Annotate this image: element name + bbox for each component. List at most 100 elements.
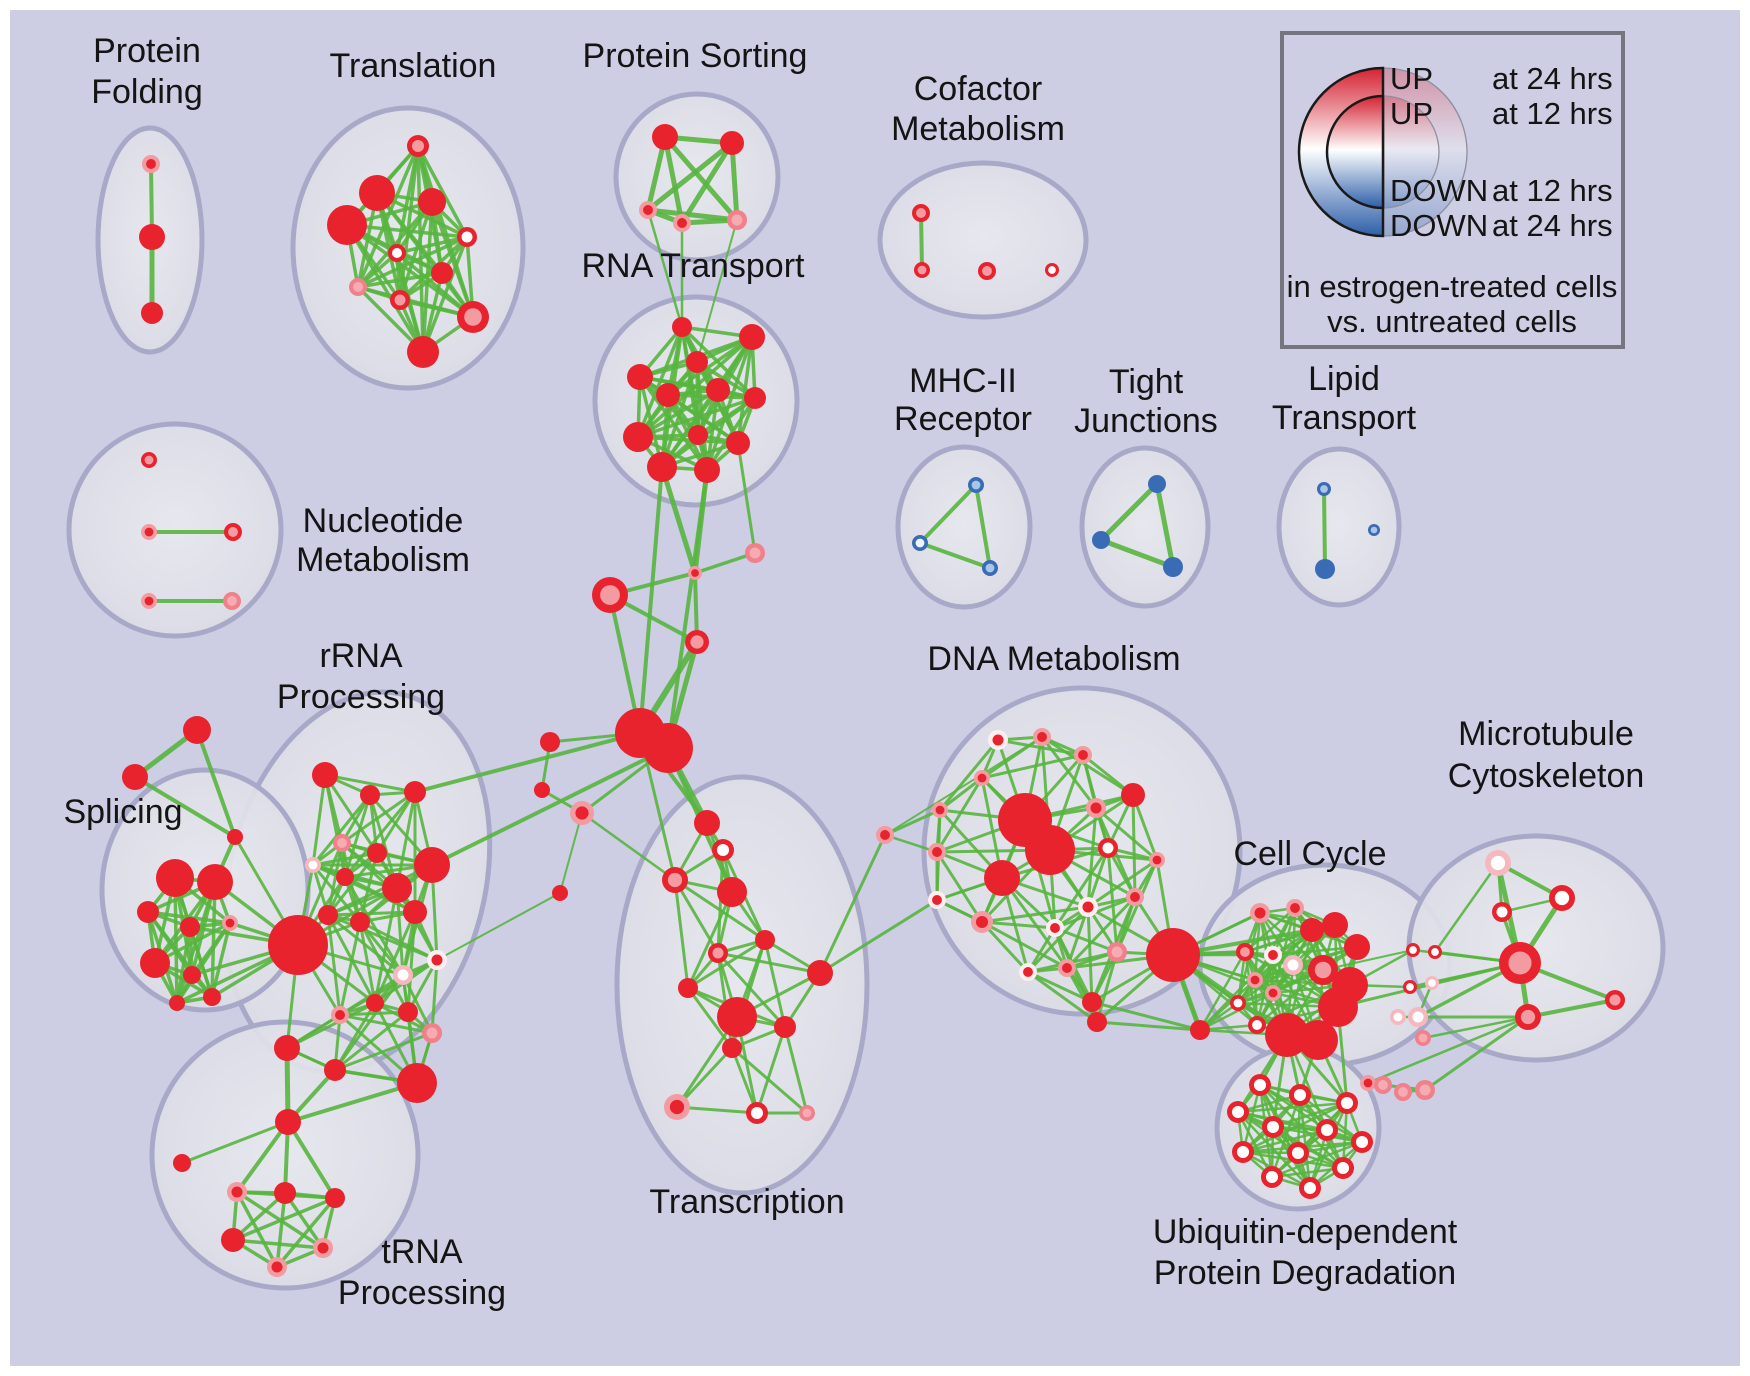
edge-transcription-mesh (716, 951, 822, 975)
edge-ubiquitin-mesh (1241, 1128, 1329, 1154)
cluster-ellipse-tight-junctions (1079, 445, 1211, 609)
edge-trna-mesh (231, 1238, 325, 1250)
node-20-r (739, 324, 765, 350)
edge (918, 541, 992, 570)
network-nodes (122, 124, 1625, 1277)
edge (919, 211, 924, 272)
node-55-r (180, 917, 200, 937)
edge-dna-metabolism-mesh (1086, 905, 1094, 1004)
edge (884, 736, 1043, 836)
edge-dna-metabolism-mesh (1086, 858, 1159, 909)
cluster-label-rrna-processing: Processing (277, 678, 445, 716)
edge-rna-transport-mesh (638, 375, 664, 469)
edge-dna-metabolism-mesh (1053, 926, 1119, 954)
node-113-inner (750, 1106, 764, 1120)
node-93-inner (575, 806, 589, 820)
edge-rrna-mesh (401, 973, 434, 1035)
edge-dna-metabolism-mesh (1026, 970, 1094, 1004)
edge-rrna-mesh (323, 773, 379, 855)
edge-cell-cycle-mesh (1236, 968, 1325, 1005)
edge (1322, 487, 1327, 571)
node-64-r (404, 781, 426, 803)
node-115-inner (992, 734, 1004, 746)
edge-rna-transport-mesh (636, 396, 757, 439)
node-92-r (643, 723, 693, 773)
node-100-inner (690, 635, 704, 649)
edge-translation-mesh (416, 144, 469, 239)
cluster-label-mhc-ii-receptor: Receptor (894, 400, 1032, 438)
edge (1154, 481, 1176, 570)
edge (918, 483, 978, 545)
cluster-label-microtubule-cytoskeleton: Cytoskeleton (1448, 757, 1645, 795)
edge-ubiquitin-mesh (1236, 1110, 1364, 1144)
edge-translation-mesh (395, 251, 475, 319)
node-18-inner (731, 214, 743, 226)
edge-protein-sorting-mesh (729, 140, 740, 223)
cluster-label-trna-processing: Processing (338, 1274, 506, 1312)
cluster-label-rrna-processing: rRNA (319, 637, 402, 675)
node-172-inner (1609, 994, 1621, 1006)
legend-direction-0: UP (1390, 61, 1433, 96)
node-120-r (1121, 783, 1145, 807)
legend-time-0: at 24 hrs (1492, 61, 1613, 96)
node-175-inner (1231, 1105, 1245, 1119)
node-31-inner (916, 208, 926, 218)
node-161-inner (1363, 1078, 1373, 1088)
node-122-r (1025, 825, 1075, 875)
edge-rrna-mesh (430, 958, 439, 1035)
node-12-inner (464, 308, 482, 326)
node-17-inner (677, 218, 687, 228)
node-134-inner (1111, 946, 1123, 958)
node-152-inner (1233, 998, 1243, 1008)
node-155-r (1298, 1020, 1338, 1060)
node-66-inner (308, 860, 318, 870)
node-86-r (274, 1182, 296, 1204)
node-135-r (1146, 928, 1200, 982)
node-32-inner (917, 265, 927, 275)
node-124-inner (1102, 842, 1114, 854)
edge-rrna-mesh (338, 1010, 410, 1017)
edge-splicing-mesh (210, 880, 217, 999)
node-46-inner (228, 527, 238, 537)
edge-rrna-mesh (358, 920, 439, 962)
cluster-label-cell-cycle: Cell Cycle (1233, 835, 1386, 873)
node-6-r (327, 205, 367, 245)
node-50-r (122, 764, 148, 790)
edge (1421, 1015, 1530, 1040)
cluster-ellipse-cofactor-metabolism (877, 160, 1089, 320)
node-178-inner (1320, 1123, 1334, 1137)
edge-dna-metabolism-mesh (980, 920, 1069, 970)
edge-dna-metabolism-mesh (980, 920, 1057, 930)
node-37-inner (985, 563, 995, 573)
node-11-inner (394, 294, 406, 306)
node-179-inner (1355, 1135, 1369, 1149)
node-105-r (755, 930, 775, 950)
cluster-label-dna-metabolism: DNA Metabolism (927, 640, 1180, 678)
cluster-label-microtubule-cytoskeleton: Microtubule (1458, 715, 1634, 753)
edge-dna-metabolism-mesh (980, 753, 1085, 780)
node-82-inner (426, 1027, 438, 1039)
node-7-inner (461, 231, 473, 243)
edge-dna-metabolism-mesh (1065, 966, 1099, 1024)
edge-rrna-mesh (338, 1013, 434, 1035)
node-150-inner (1250, 975, 1260, 985)
edge (818, 898, 939, 975)
node-108-r (807, 960, 833, 986)
node-156-r (1190, 1020, 1210, 1040)
edge-splicing-mesh (175, 925, 192, 1005)
edge-rna-transport-mesh (705, 335, 754, 472)
edge-ubiquitin-mesh (1236, 1101, 1349, 1114)
edge-rrna-mesh (338, 920, 362, 1017)
edge (436, 892, 561, 961)
edge (1090, 1000, 1202, 1032)
node-0-inner (146, 159, 156, 169)
edge-dna-metabolism-mesh (1026, 970, 1099, 1024)
edge (1423, 1015, 1530, 1092)
node-73-r (403, 900, 427, 924)
node-132-inner (1023, 967, 1033, 977)
node-38-b (1148, 475, 1166, 493)
edge-rrna-mesh (311, 793, 372, 867)
node-60-r (169, 995, 185, 1011)
node-26-r (623, 422, 653, 452)
